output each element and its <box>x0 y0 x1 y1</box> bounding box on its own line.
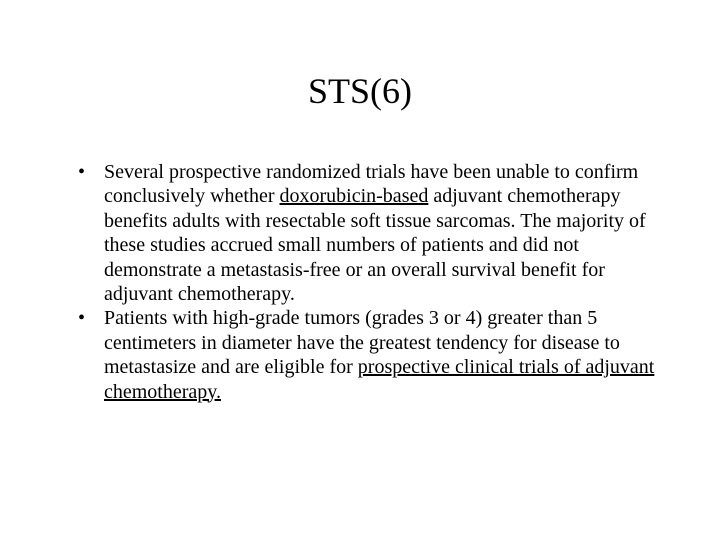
list-item: Patients with high-grade tumors (grades … <box>78 306 660 404</box>
list-item: Several prospective randomized trials ha… <box>78 160 660 306</box>
bullet-list: Several prospective randomized trials ha… <box>60 160 660 404</box>
slide-title: STS(6) <box>60 70 660 112</box>
text-segment: doxorubicin-based <box>280 185 429 207</box>
